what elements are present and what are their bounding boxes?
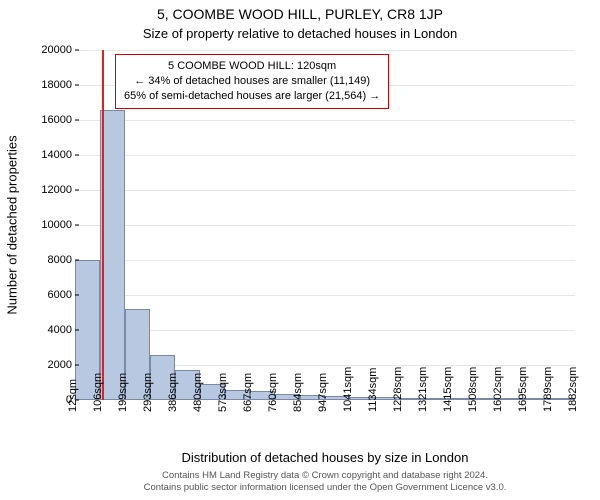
- chart-plot-area: 5 COOMBE WOOD HILL: 120sqm← 34% of detac…: [75, 50, 575, 400]
- footer-line-2: Contains public sector information licen…: [144, 482, 507, 493]
- y-tick-label: 12000: [41, 184, 72, 196]
- gridline: [75, 295, 575, 296]
- y-tick-mark: [75, 155, 79, 156]
- y-tick-mark: [75, 120, 79, 121]
- annotation-line-2: ← 34% of detached houses are smaller (11…: [124, 74, 380, 89]
- y-tick-label: 10000: [41, 219, 72, 231]
- y-tick-mark: [75, 260, 79, 261]
- gridline: [75, 225, 575, 226]
- y-tick-mark: [75, 85, 79, 86]
- x-axis-label: Distribution of detached houses by size …: [75, 450, 575, 465]
- gridline: [75, 50, 575, 51]
- y-tick-mark: [75, 295, 79, 296]
- footer-line-1: Contains HM Land Registry data © Crown c…: [162, 470, 488, 481]
- gridline: [75, 155, 575, 156]
- y-tick-mark: [75, 190, 79, 191]
- gridline: [75, 120, 575, 121]
- y-tick-label: 16000: [41, 114, 72, 126]
- gridline: [75, 190, 575, 191]
- gridline: [75, 260, 575, 261]
- y-tick-label: 14000: [41, 149, 72, 161]
- y-tick-label: 20000: [41, 44, 72, 56]
- y-axis-label: Number of detached properties: [5, 135, 20, 314]
- y-tick-label: 2000: [48, 359, 72, 371]
- chart-inner: 5 COOMBE WOOD HILL: 120sqm← 34% of detac…: [75, 50, 575, 400]
- y-tick-mark: [75, 365, 79, 366]
- annotation-box: 5 COOMBE WOOD HILL: 120sqm← 34% of detac…: [115, 54, 389, 109]
- y-tick-label: 18000: [41, 79, 72, 91]
- page-title: 5, COOMBE WOOD HILL, PURLEY, CR8 1JP: [0, 6, 600, 22]
- gridline: [75, 330, 575, 331]
- page-subtitle: Size of property relative to detached ho…: [0, 26, 600, 41]
- y-tick-mark: [75, 225, 79, 226]
- y-tick-mark: [75, 50, 79, 51]
- y-tick-label: 8000: [48, 254, 72, 266]
- footer-attribution: Contains HM Land Registry data © Crown c…: [75, 470, 575, 494]
- y-tick-label: 4000: [48, 324, 72, 336]
- y-tick-mark: [75, 330, 79, 331]
- marker-line: [102, 50, 104, 400]
- y-tick-label: 6000: [48, 289, 72, 301]
- annotation-line-3: 65% of semi-detached houses are larger (…: [124, 89, 380, 104]
- annotation-line-1: 5 COOMBE WOOD HILL: 120sqm: [124, 59, 380, 74]
